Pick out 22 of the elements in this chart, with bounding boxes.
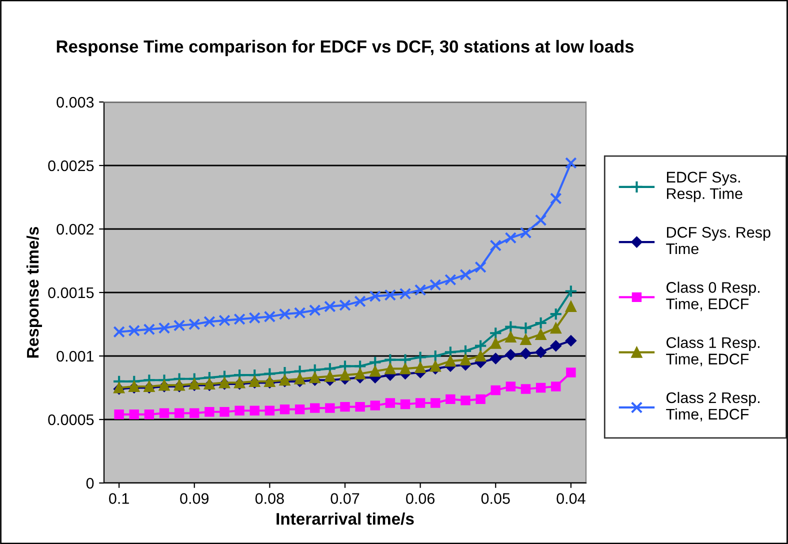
legend-label: DCF Sys. Resp Time [666,226,770,254]
x-tick-label: 0.04 [556,493,586,504]
y-tick-label: 0.001 [56,350,94,362]
legend-label: EDCF Sys. Resp. Time [667,172,742,202]
y-tick-label: 0.0005 [48,414,94,426]
x-tick-label: 0.09 [180,493,209,504]
legend-label: Class 2 Resp. Time, EDCF [666,392,760,422]
y-axis-title: Response time/s [26,226,42,358]
x-tick-label: 0.1 [109,493,129,504]
x-tick-label: 0.05 [481,493,510,504]
y-tick-label: 0 [86,478,94,489]
x-tick-label: 0.06 [406,493,435,504]
legend-label: Class 0 Resp. Time, EDCF [666,282,760,312]
y-tick-label: 0.003 [56,96,94,108]
y-tick-label: 0.002 [56,224,94,235]
x-tick-label: 0.08 [255,493,284,504]
x-tick-label: 0.07 [330,493,360,504]
chart-title: Response Time comparison for EDCF vs DCF, 30 stations at low loads [56,40,634,56]
legend-label: Class 1 Resp. Time, EDCF [666,336,760,366]
y-tick-label: 0.0015 [48,287,94,298]
x-axis-title: Interarrival time/s [276,512,414,525]
y-tick-label: 0.0025 [48,160,94,172]
